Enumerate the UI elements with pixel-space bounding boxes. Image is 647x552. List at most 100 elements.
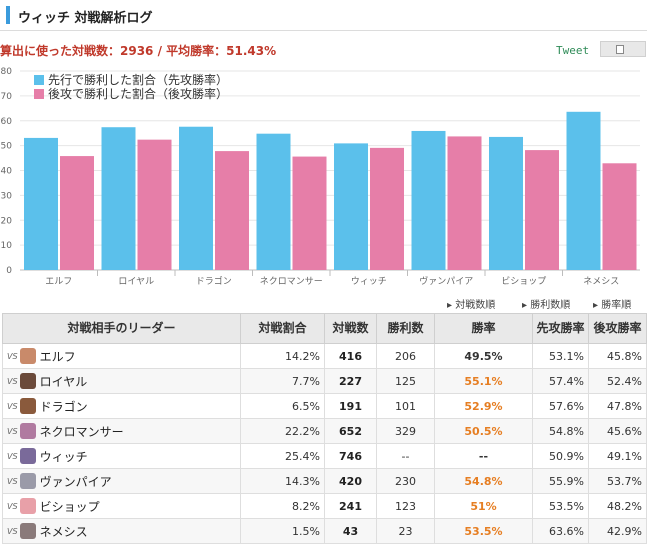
- vs-label: VS: [7, 377, 18, 386]
- vs-label: VS: [7, 477, 18, 486]
- y-tick-label: 40: [1, 167, 13, 177]
- wins-cell: 329: [376, 418, 435, 444]
- vs-label: VS: [7, 427, 18, 436]
- page-header: ウィッチ 対戦解析ログ: [0, 0, 647, 31]
- matches-cell: 43: [324, 518, 377, 544]
- table-row: VS ドラゴン 6.5% 191 101 52.9% 57.6% 47.8%: [2, 393, 647, 419]
- x-tick-label: ビショップ: [501, 276, 546, 287]
- sort-by-matches-link[interactable]: ▸ 対戦数順: [447, 300, 496, 311]
- rate-cell: 55.1%: [434, 368, 533, 394]
- second-rate-cell: 52.4%: [588, 368, 647, 394]
- bar-second: [60, 156, 94, 270]
- second-rate-cell: 48.2%: [588, 493, 647, 519]
- header-rate[interactable]: 勝率: [434, 313, 533, 344]
- first-rate-cell: 53.5%: [532, 493, 589, 519]
- leader-name: ドラゴン: [39, 399, 88, 414]
- y-tick-label: 80: [1, 67, 13, 77]
- leader-name: ネメシス: [39, 524, 88, 539]
- rate-cell: 51%: [434, 493, 533, 519]
- second-rate-cell: 42.9%: [588, 518, 647, 544]
- header-second[interactable]: 後攻勝率: [588, 313, 647, 344]
- second-rate-cell: 45.8%: [588, 343, 647, 369]
- document-icon: [616, 45, 624, 54]
- rate-cell: 49.5%: [434, 343, 533, 369]
- second-rate-cell: 49.1%: [588, 443, 647, 469]
- bar-first: [24, 137, 58, 270]
- table-row: VS ロイヤル 7.7% 227 125 55.1% 57.4% 52.4%: [2, 368, 647, 394]
- first-rate-cell: 50.9%: [532, 443, 589, 469]
- ratio-cell: 6.5%: [240, 393, 325, 419]
- sort-by-wins-link[interactable]: ▸ 勝利数順: [522, 300, 571, 311]
- leader-avatar-icon: [19, 523, 36, 539]
- bar-second: [215, 151, 249, 270]
- table-row: VS エルフ 14.2% 416 206 49.5% 53.1% 45.8%: [2, 343, 647, 369]
- ratio-cell: 22.2%: [240, 418, 325, 444]
- tweet-button[interactable]: Tweet: [556, 44, 590, 57]
- matches-cell: 420: [324, 468, 377, 494]
- first-rate-cell: 54.8%: [532, 418, 589, 444]
- ratio-cell: 1.5%: [240, 518, 325, 544]
- leader-cell: VS ドラゴン: [2, 393, 241, 419]
- share-note-button[interactable]: [600, 41, 646, 57]
- x-tick-label: ドラゴン: [196, 275, 232, 287]
- leader-cell: VS エルフ: [2, 343, 241, 369]
- legend-label: 先行で勝利した割合（先攻勝率）: [48, 72, 228, 87]
- table-row: VS ヴァンパイア 14.3% 420 230 54.8% 55.9% 53.7%: [2, 468, 647, 494]
- leader-name: ヴァンパイア: [39, 474, 112, 489]
- wins-cell: 125: [376, 368, 435, 394]
- leader-name: ビショップ: [39, 499, 100, 514]
- header-first[interactable]: 先攻勝率: [532, 313, 589, 344]
- rate-cell: 52.9%: [434, 393, 533, 419]
- y-tick-label: 0: [6, 266, 12, 276]
- leader-avatar-icon: [19, 473, 36, 489]
- bar-first: [334, 143, 368, 270]
- leader-cell: VS ネメシス: [2, 518, 241, 544]
- leader-name: ウィッチ: [39, 449, 88, 464]
- matches-cell: 191: [324, 393, 377, 419]
- x-tick-label: ネクロマンサー: [260, 276, 323, 287]
- bar-second: [602, 163, 637, 270]
- y-tick-label: 30: [1, 191, 13, 201]
- legend-swatch: [34, 75, 44, 85]
- leader-cell: VS ロイヤル: [2, 368, 241, 394]
- matches-cell: 416: [324, 343, 377, 369]
- header-matches[interactable]: 対戦数: [324, 313, 377, 344]
- vs-label: VS: [7, 402, 18, 411]
- x-tick-label: ネメシス: [583, 276, 619, 287]
- sort-by-rate-link[interactable]: ▸ 勝率順: [593, 300, 632, 311]
- leader-avatar-icon: [19, 348, 36, 364]
- page-title: ウィッチ 対戦解析ログ: [18, 11, 153, 26]
- matches-cell: 227: [324, 368, 377, 394]
- header-ratio[interactable]: 対戦割合: [240, 313, 325, 344]
- y-tick-label: 20: [1, 216, 13, 226]
- vs-label: VS: [7, 352, 18, 361]
- x-tick-label: ウィッチ: [351, 276, 387, 287]
- bar-first: [566, 111, 601, 270]
- wins-cell: --: [376, 443, 435, 469]
- leader-avatar-icon: [19, 373, 36, 389]
- ratio-cell: 8.2%: [240, 493, 325, 519]
- header-wins[interactable]: 勝利数: [376, 313, 435, 344]
- leader-avatar-icon: [19, 448, 36, 464]
- header-accent: [6, 6, 10, 24]
- rate-cell: 50.5%: [434, 418, 533, 444]
- matches-cell: 746: [324, 443, 377, 469]
- first-rate-cell: 57.6%: [532, 393, 589, 419]
- vs-label: VS: [7, 527, 18, 536]
- bar-second: [137, 139, 172, 270]
- bar-second: [525, 150, 559, 270]
- leader-name: ロイヤル: [39, 374, 88, 389]
- leader-name: エルフ: [39, 349, 76, 364]
- bar-first: [101, 127, 136, 270]
- bar-first: [411, 130, 446, 270]
- leader-cell: VS ヴァンパイア: [2, 468, 241, 494]
- header-leader[interactable]: 対戦相手のリーダー: [2, 313, 241, 344]
- bar-second: [370, 147, 404, 270]
- vs-label: VS: [7, 452, 18, 461]
- wins-cell: 206: [376, 343, 435, 369]
- table-row: VS ビショップ 8.2% 241 123 51% 53.5% 48.2%: [2, 493, 647, 519]
- leader-cell: VS ウィッチ: [2, 443, 241, 469]
- y-tick-label: 60: [1, 117, 13, 127]
- second-rate-cell: 47.8%: [588, 393, 647, 419]
- second-rate-cell: 53.7%: [588, 468, 647, 494]
